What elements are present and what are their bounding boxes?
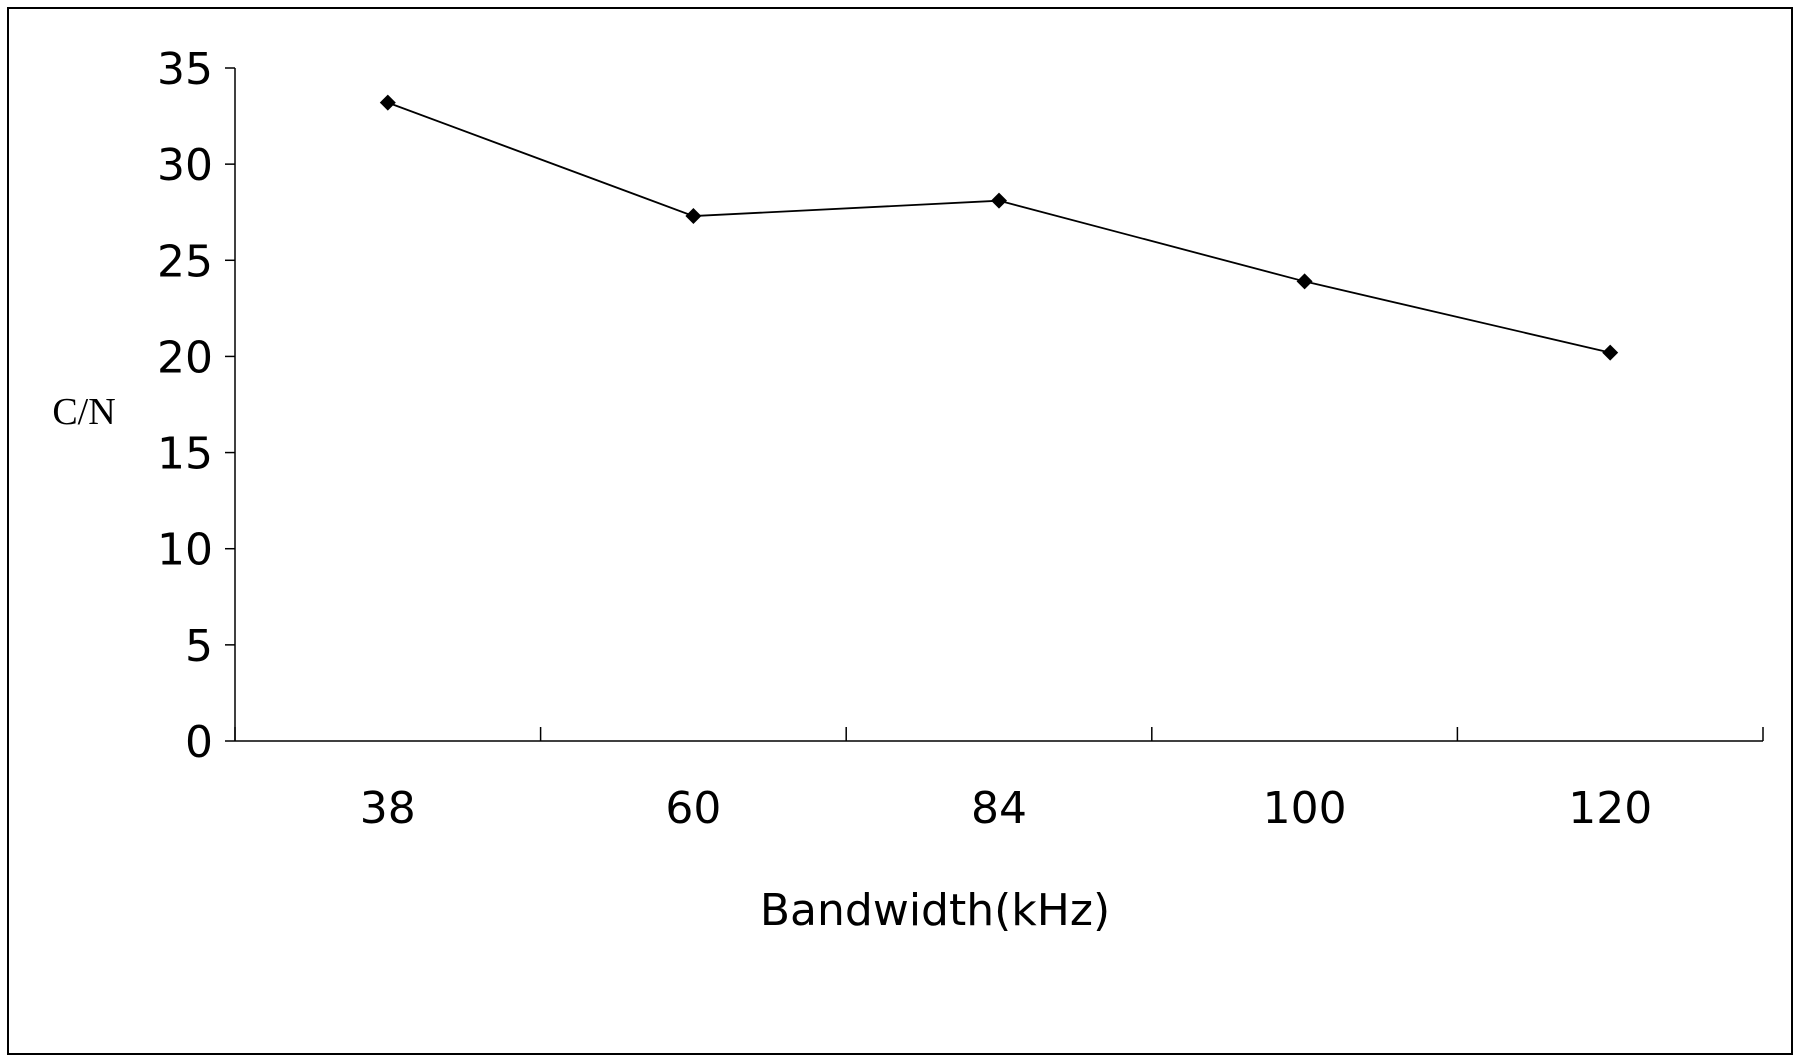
x-axis-label: Bandwidth(kHz) (760, 885, 1110, 936)
y-tick-label: 25 (157, 236, 213, 287)
data-point-marker (991, 192, 1007, 209)
data-point-marker (1296, 273, 1313, 290)
data-point-marker (379, 94, 396, 111)
y-axis-ticks: 0 5 10 15 20 25 30 35 (157, 44, 235, 768)
y-tick-label: 35 (157, 44, 213, 95)
y-tick-label: 30 (157, 140, 213, 191)
x-tick-label: 38 (360, 783, 416, 834)
y-axis-label: C/N (52, 391, 115, 433)
y-tick-label: 0 (185, 717, 213, 768)
x-tick-label: 60 (665, 783, 721, 834)
series-group (379, 94, 1619, 361)
y-tick-label: 20 (157, 332, 213, 383)
data-point-marker (1602, 344, 1619, 361)
y-tick-label: 15 (157, 429, 213, 480)
axes (234, 68, 1763, 742)
x-axis-ticks: 38 60 84 100 120 (234, 727, 1764, 834)
chart-border (7, 7, 1793, 1055)
x-tick-label: 84 (971, 783, 1027, 834)
x-tick-label: 100 (1263, 783, 1347, 834)
y-tick-label: 5 (185, 621, 213, 672)
x-tick-label: 120 (1568, 783, 1652, 834)
y-tick-label: 10 (157, 525, 213, 576)
data-point-marker (685, 208, 702, 225)
